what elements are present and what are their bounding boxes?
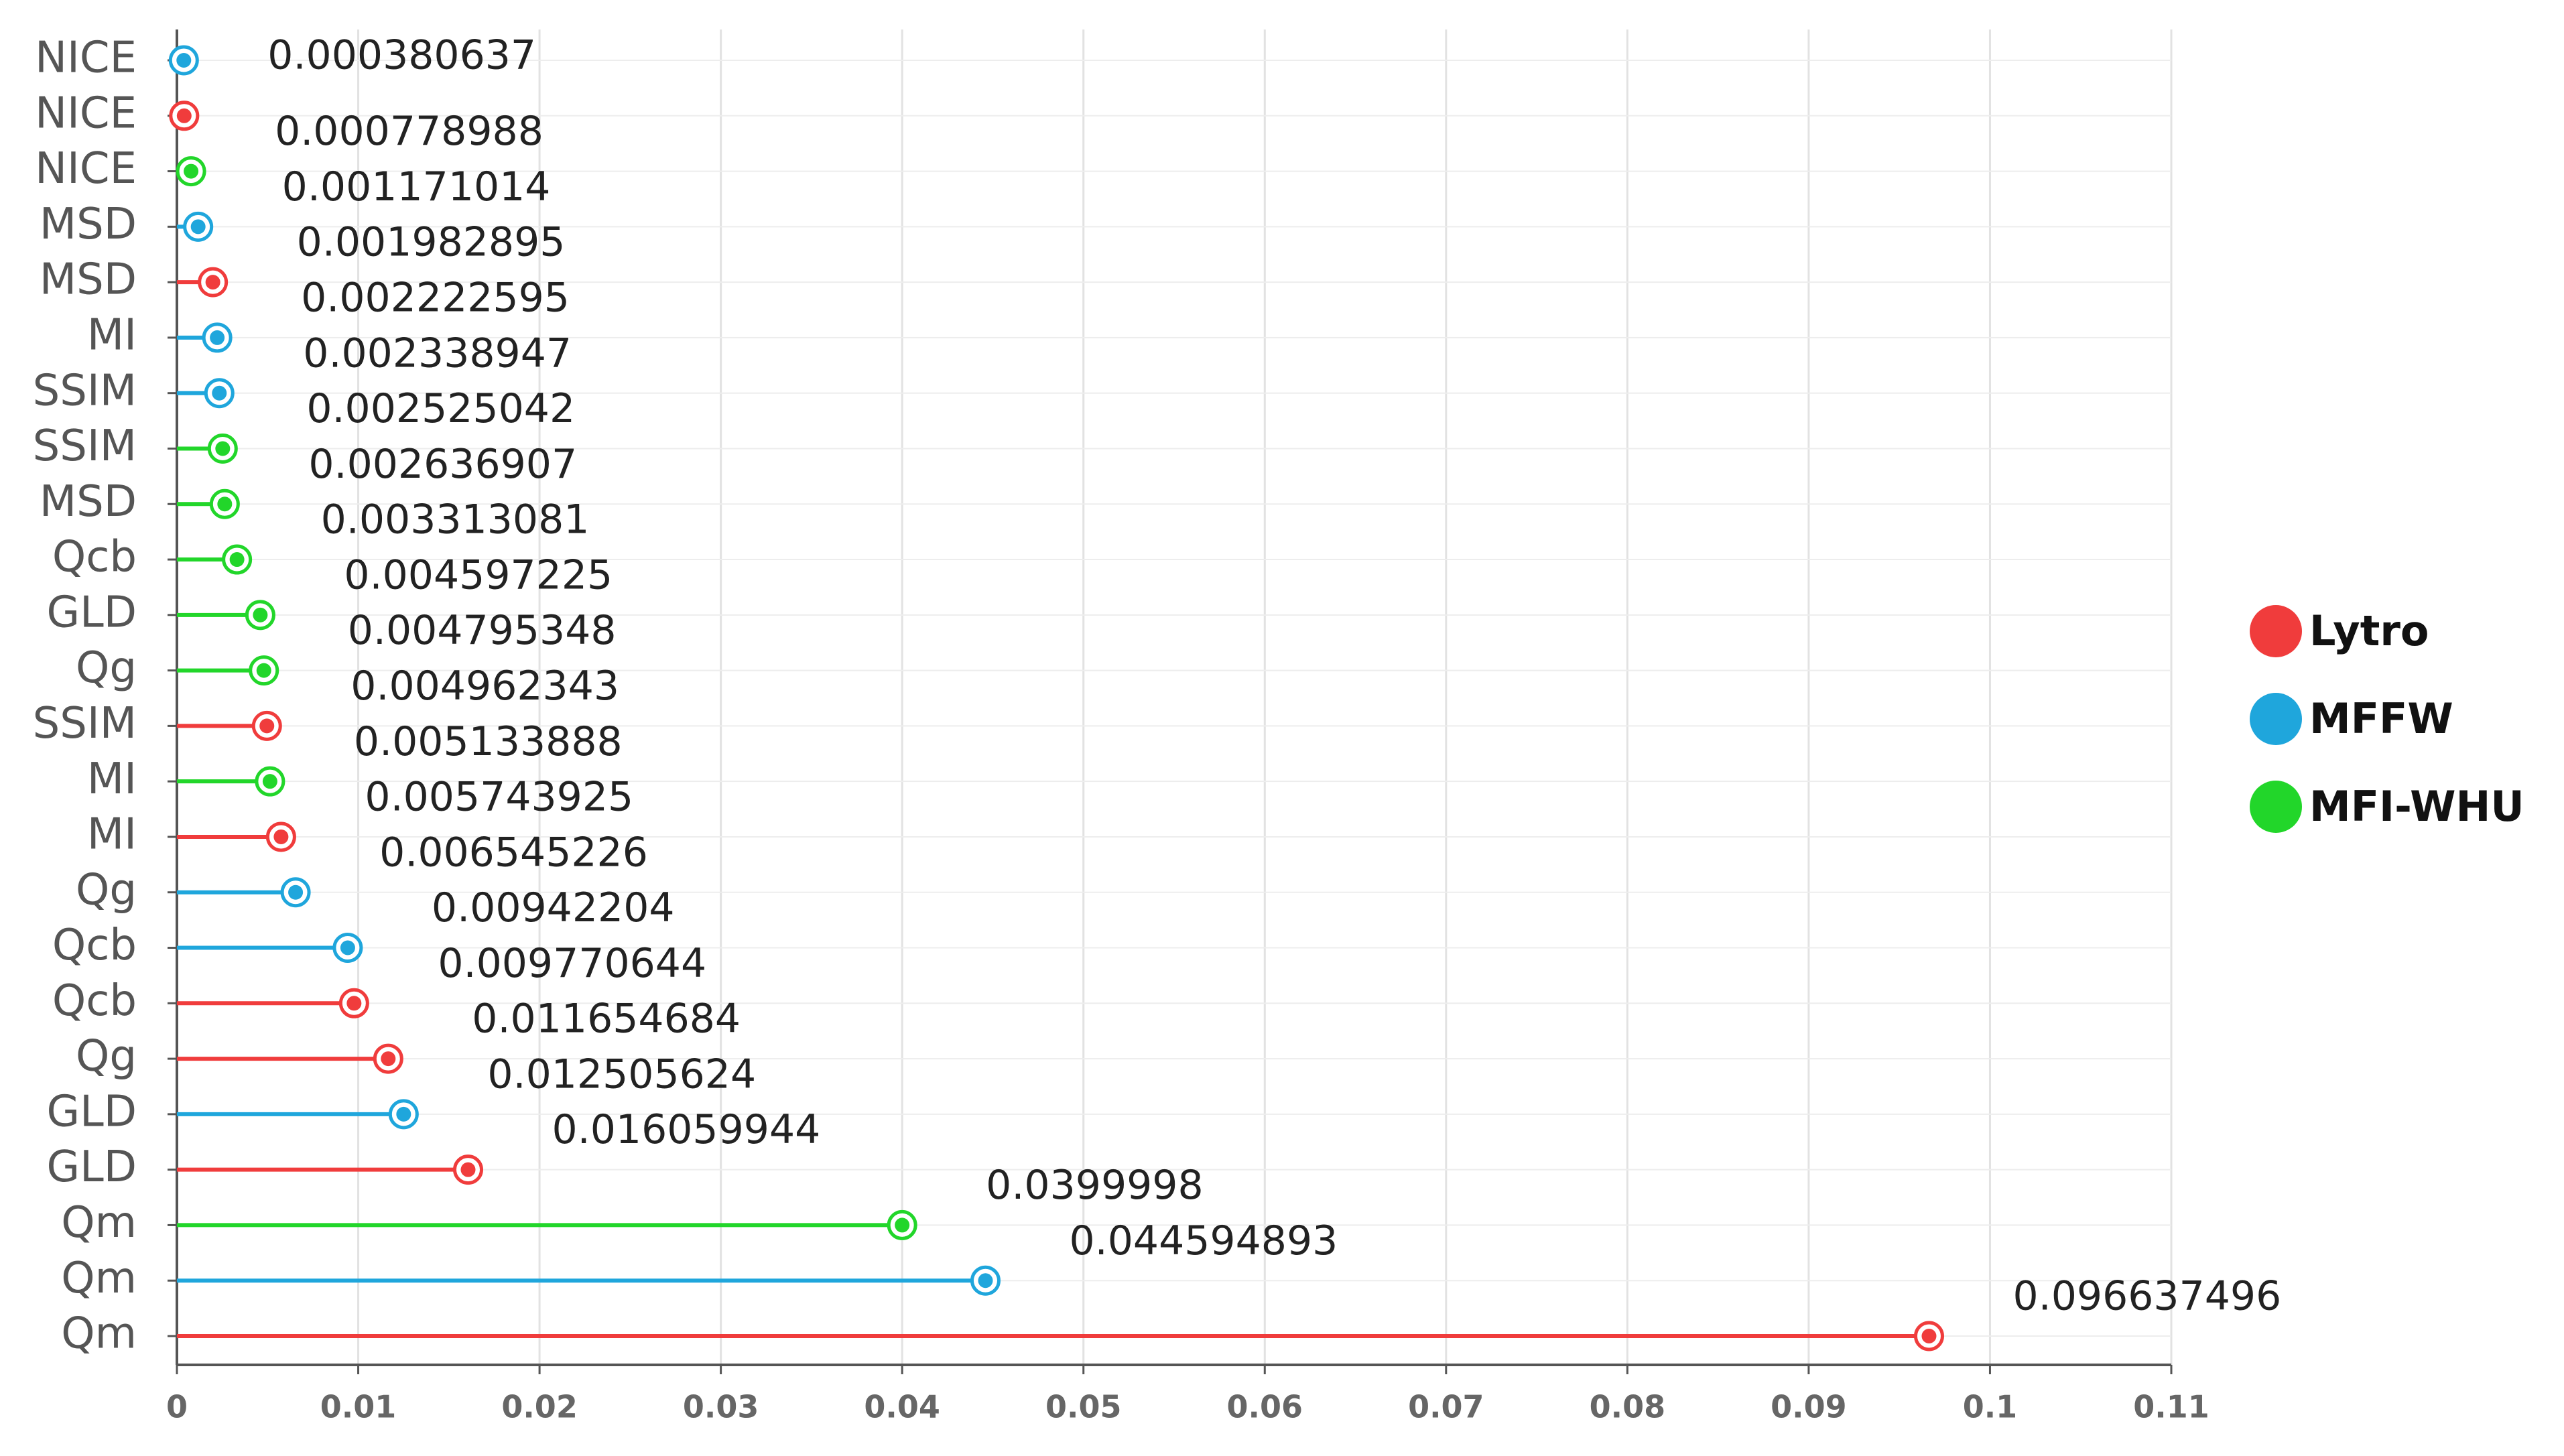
value-label: 0.000778988 [275, 108, 543, 155]
x-tick-label: 0.06 [1227, 1389, 1303, 1425]
dot [273, 829, 289, 844]
value-label: 0.005743925 [365, 774, 633, 821]
legend-swatch [2250, 693, 2302, 745]
y-tick-label: NICE [35, 34, 137, 83]
y-tick-label: NICE [35, 88, 137, 138]
y-tick-label: Qg [76, 865, 137, 915]
x-tick-label: 0.09 [1771, 1389, 1847, 1425]
dot [460, 1162, 476, 1177]
x-tick-label: 0.04 [864, 1389, 940, 1425]
y-tick-label: GLD [46, 588, 137, 637]
value-label: 0.004597225 [344, 551, 613, 598]
y-tick-label: MSD [40, 477, 137, 527]
value-label: 0.012505624 [487, 1051, 756, 1098]
dot [346, 996, 362, 1011]
legend-label: Lytro [2309, 606, 2429, 655]
value-label: 0.002636907 [308, 441, 577, 488]
dot [340, 940, 355, 955]
dot [176, 108, 192, 123]
value-label: 0.001171014 [282, 163, 551, 210]
y-tick-label: MI [87, 754, 137, 804]
x-tick-label: 0 [166, 1389, 188, 1425]
dot [253, 607, 268, 622]
dot [381, 1051, 396, 1067]
dot [256, 663, 271, 678]
x-tick-label: 0.01 [320, 1389, 397, 1425]
y-tick-label: GLD [46, 1087, 137, 1136]
y-tick-label: MSD [40, 255, 137, 305]
y-tick-label: NICE [35, 144, 137, 194]
value-label: 0.006545226 [379, 829, 648, 876]
value-label: 0.005133888 [354, 718, 623, 765]
y-tick-label: Qcb [52, 533, 137, 582]
value-label: 0.0399998 [986, 1162, 1203, 1209]
legend-swatch [2250, 781, 2302, 833]
value-label: 0.004795348 [348, 607, 617, 654]
value-label: 0.011654684 [472, 996, 741, 1043]
dot [396, 1106, 411, 1122]
dot [205, 275, 220, 290]
value-label: 0.096637496 [2012, 1273, 2281, 1320]
value-label: 0.002338947 [303, 330, 572, 377]
value-label: 0.016059944 [552, 1106, 820, 1153]
x-tick-label: 0.1 [1963, 1389, 2018, 1425]
y-tick-label: Qm [61, 1198, 137, 1248]
x-tick-label: 0.11 [2133, 1389, 2209, 1425]
y-tick-label: SSIM [33, 421, 137, 471]
dot [259, 718, 275, 734]
y-tick-label: Qg [76, 1032, 137, 1081]
legend-label: MFFW [2309, 694, 2453, 743]
dot [184, 163, 199, 179]
dot [217, 497, 233, 512]
dot [229, 552, 245, 568]
dot [978, 1273, 993, 1288]
x-tick-label: 0.03 [683, 1389, 759, 1425]
y-tick-label: Qg [76, 643, 137, 693]
dot [895, 1217, 910, 1233]
legend-label: MFI-WHU [2309, 782, 2524, 831]
value-label: 0.001982895 [297, 219, 566, 266]
y-tick-label: Qm [61, 1309, 137, 1359]
dot [190, 219, 206, 235]
value-label: 0.003313081 [321, 497, 590, 543]
x-tick-label: 0.02 [501, 1389, 578, 1425]
y-tick-label: SSIM [33, 366, 137, 415]
y-tick-label: MSD [40, 200, 137, 249]
y-tick-label: Qcb [52, 976, 137, 1026]
value-label: 0.044594893 [1069, 1217, 1338, 1264]
value-label: 0.002222595 [301, 275, 570, 322]
value-label: 0.000380637 [267, 32, 536, 79]
dot [288, 884, 304, 900]
x-tick-label: 0.08 [1590, 1389, 1666, 1425]
y-tick-label: Qm [61, 1254, 137, 1303]
dot [210, 330, 225, 345]
y-tick-label: GLD [46, 1142, 137, 1192]
value-label: 0.002525042 [306, 385, 575, 432]
legend-swatch [2250, 605, 2302, 657]
x-tick-label: 0.07 [1408, 1389, 1484, 1425]
value-label: 0.004962343 [350, 663, 619, 710]
dot [176, 53, 192, 68]
dot [215, 441, 231, 456]
y-tick-label: Qcb [52, 921, 137, 970]
x-tick-label: 0.05 [1045, 1389, 1122, 1425]
dot [1921, 1329, 1937, 1343]
y-tick-label: SSIM [33, 699, 137, 748]
value-label: 0.009770644 [438, 940, 706, 987]
dot [212, 385, 227, 401]
dot [262, 774, 277, 789]
value-label: 0.00942204 [432, 884, 675, 931]
y-tick-label: MI [87, 810, 137, 860]
y-tick-label: MI [87, 310, 137, 360]
